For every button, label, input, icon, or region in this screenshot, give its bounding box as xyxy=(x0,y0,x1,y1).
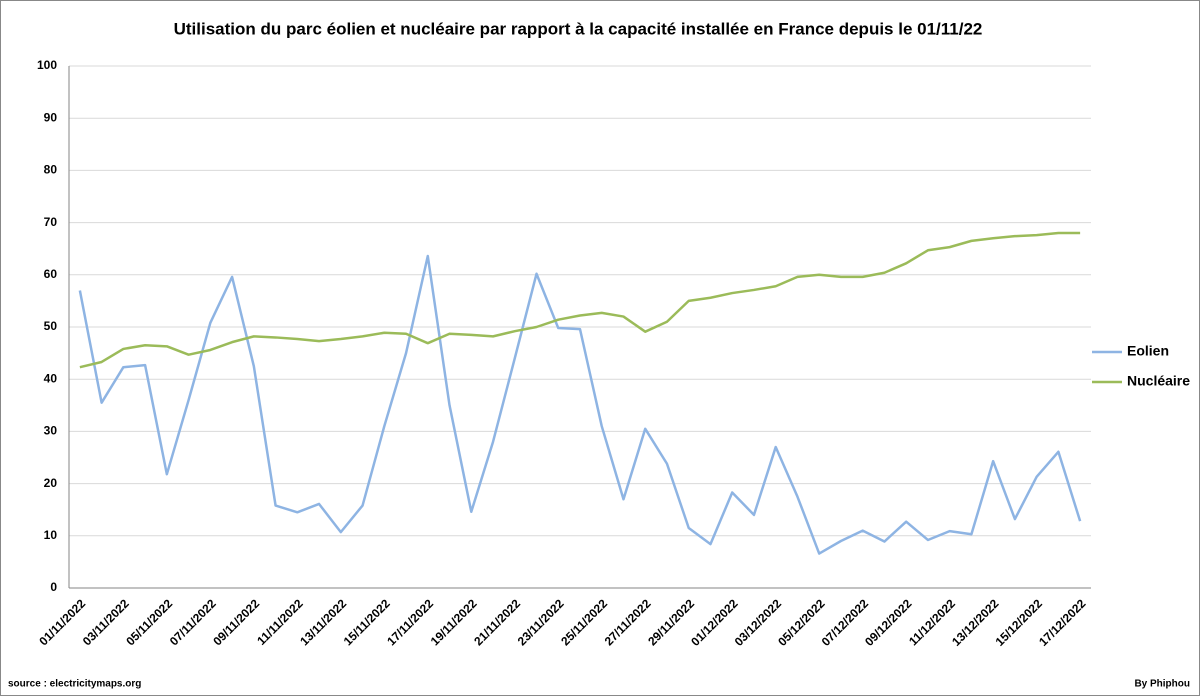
y-tick-label: 0 xyxy=(50,580,57,594)
legend-label: Eolien xyxy=(1127,343,1169,359)
y-tick-label: 50 xyxy=(44,319,58,333)
y-tick-label: 70 xyxy=(44,215,58,229)
y-tick-label: 40 xyxy=(44,371,58,385)
y-tick-label: 60 xyxy=(44,267,58,281)
chart-title: Utilisation du parc éolien et nucléaire … xyxy=(174,19,983,38)
y-tick-label: 10 xyxy=(44,528,58,542)
y-tick-label: 100 xyxy=(37,58,57,72)
y-tick-label: 90 xyxy=(44,110,58,124)
y-tick-label: 20 xyxy=(44,476,58,490)
y-tick-label: 80 xyxy=(44,163,58,177)
y-tick-label: 30 xyxy=(44,424,58,438)
line-series xyxy=(79,231,1081,369)
legend-label: Nucléaire xyxy=(1127,373,1190,389)
line-series xyxy=(78,254,1082,555)
source: source : electricitymaps.org xyxy=(8,679,141,690)
author: By Phiphou xyxy=(1134,679,1190,690)
